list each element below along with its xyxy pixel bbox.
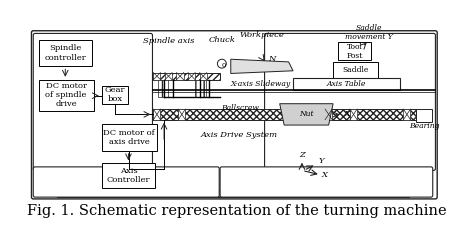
- Polygon shape: [231, 59, 293, 74]
- Text: X: X: [321, 171, 327, 179]
- Polygon shape: [280, 104, 333, 125]
- Text: Spindle axis: Spindle axis: [143, 37, 194, 45]
- Bar: [333, 62, 378, 78]
- FancyBboxPatch shape: [33, 167, 219, 197]
- Bar: [293, 78, 400, 90]
- Bar: [154, 73, 220, 80]
- Text: DC motor of
axis drive: DC motor of axis drive: [103, 129, 155, 146]
- Bar: [154, 109, 416, 120]
- Bar: [165, 73, 172, 80]
- Bar: [200, 73, 207, 80]
- Text: N: N: [268, 55, 275, 63]
- Bar: [102, 124, 157, 151]
- Bar: [38, 80, 94, 111]
- Text: Tool
Post: Tool Post: [346, 43, 363, 60]
- Bar: [57, 190, 409, 197]
- Text: Axis Drive System: Axis Drive System: [201, 131, 278, 139]
- Text: X-axis Slideway: X-axis Slideway: [231, 80, 291, 88]
- Bar: [416, 109, 432, 121]
- Text: Workpiece: Workpiece: [239, 31, 284, 39]
- Text: Nut: Nut: [299, 110, 314, 118]
- Bar: [195, 80, 206, 98]
- Text: Chuck: Chuck: [209, 36, 236, 44]
- Text: o: o: [221, 61, 226, 70]
- Bar: [102, 86, 128, 104]
- Text: DC motor
of spindle
drive: DC motor of spindle drive: [46, 82, 87, 109]
- Bar: [154, 73, 161, 80]
- Bar: [325, 109, 332, 120]
- Text: X: X: [345, 110, 350, 118]
- Text: Y: Y: [319, 157, 324, 165]
- Text: Saddle
movement Y: Saddle movement Y: [345, 24, 392, 41]
- Bar: [178, 109, 185, 120]
- Bar: [176, 73, 183, 80]
- FancyBboxPatch shape: [33, 33, 153, 170]
- Bar: [188, 73, 195, 80]
- Bar: [350, 109, 357, 120]
- Text: Saddle: Saddle: [342, 66, 368, 74]
- Text: Spindle
controller: Spindle controller: [45, 44, 86, 62]
- Bar: [158, 80, 168, 98]
- Text: Ballscrew: Ballscrew: [221, 104, 259, 112]
- Text: Bearing: Bearing: [410, 122, 440, 130]
- Text: Gear
box: Gear box: [105, 86, 125, 103]
- Text: Axis
Controller: Axis Controller: [107, 167, 150, 184]
- Text: Fig. 1. Schematic representation of the turning machine: Fig. 1. Schematic representation of the …: [27, 204, 447, 218]
- Bar: [38, 40, 92, 66]
- Bar: [337, 42, 371, 60]
- FancyBboxPatch shape: [31, 31, 437, 199]
- Bar: [102, 163, 155, 188]
- Text: Axis Table: Axis Table: [327, 80, 366, 88]
- Bar: [403, 109, 410, 120]
- Bar: [154, 109, 161, 120]
- FancyBboxPatch shape: [264, 33, 436, 170]
- FancyBboxPatch shape: [220, 167, 433, 197]
- Text: Z: Z: [299, 151, 305, 159]
